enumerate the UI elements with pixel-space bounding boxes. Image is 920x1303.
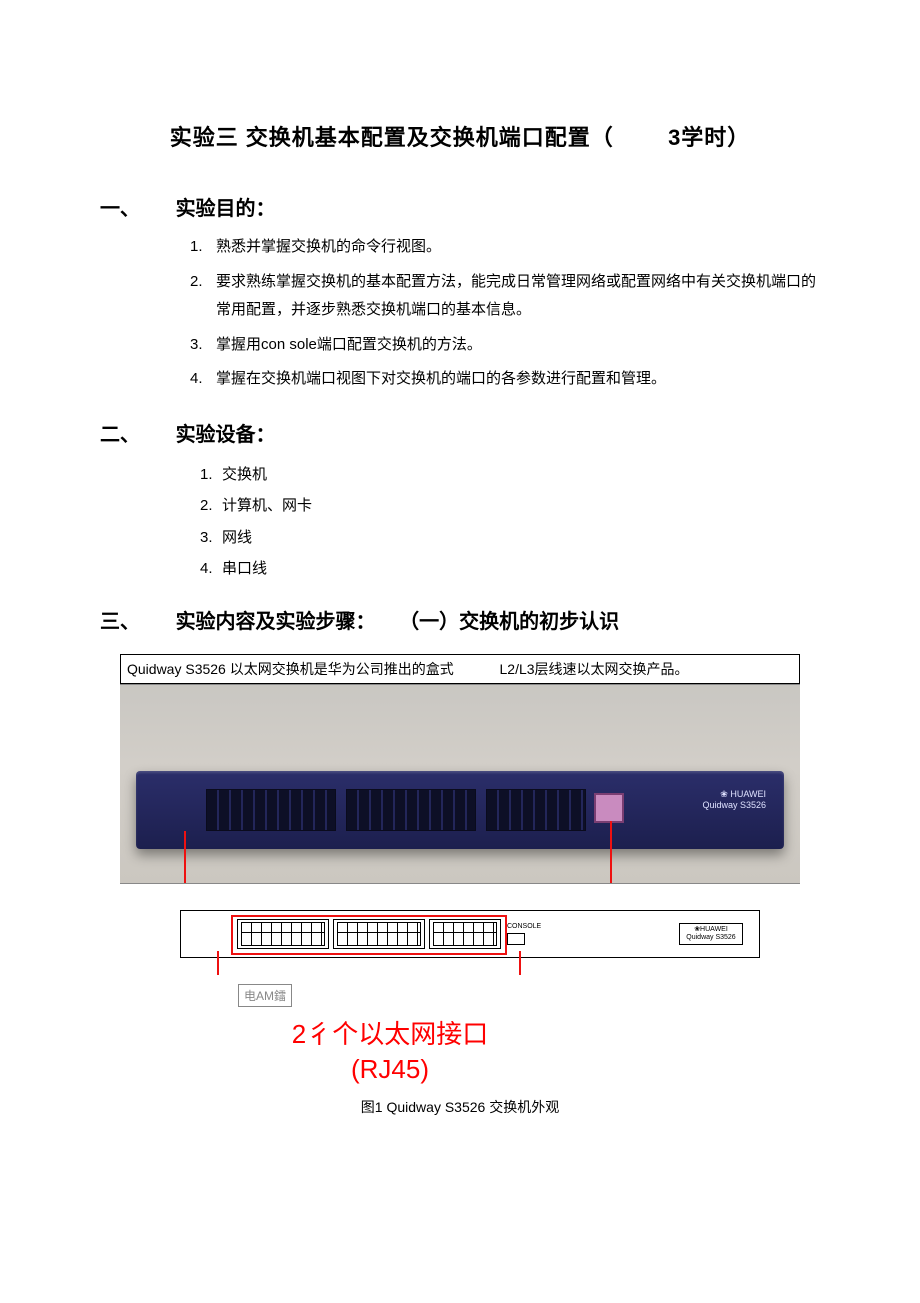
switch-diagram: CONSOLE ❀HUAWEI Quidway S3526 [120,904,800,968]
section-3-heading: 三、 实验内容及实验步骤： （一）交换机的初步认识 [100,605,820,634]
title-part-a: 实验三 交换机基本配置及交换机端口配置（ [170,125,614,150]
switch-body: ❀ HUAWEI Quidway S3526 [136,771,784,849]
equip-text: 计算机、网卡 [222,497,312,514]
list-item: 2.要求熟练掌握交换机的基本配置方法，能完成日常管理网络或配置网络中有关交换机端… [190,268,820,325]
equip-text: 串口线 [222,560,267,577]
callout-line [184,831,186,884]
list-item: 4.串口线 [200,553,820,585]
section-1-heading: 一、 实验目的： [100,192,820,221]
figure-top-caption: Quidway S3526 以太网交换机是华为公司推出的盒式 L2/L3层线速以… [120,654,800,684]
highlight-box [231,915,507,955]
goals-list: 1.熟悉并掌握交换机的命令行视图。 2.要求熟练掌握交换机的基本配置方法，能完成… [100,233,820,394]
equipment-list: 1.交换机 2.计算机、网卡 3.网线 4.串口线 [100,459,820,585]
section-3-num: 三、 [100,605,170,634]
section-2-num: 二、 [100,418,170,447]
diagram-logo-l2: Quidway S3526 [680,934,742,942]
equip-text: 网线 [222,529,252,546]
diagram-logo-l1: ❀HUAWEI [680,926,742,934]
section-3-sub: （一）交换机的初步认识 [399,605,619,634]
brand-label: ❀ HUAWEI Quidway S3526 [702,789,766,812]
goal-text: 要求熟练掌握交换机的基本配置方法，能完成日常管理网络或配置网络中有关交换机端口的… [216,273,816,319]
diagram-chassis: CONSOLE ❀HUAWEI Quidway S3526 [180,910,760,958]
small-boxed-label: 电AM鐳 [238,984,292,1007]
port-cluster [486,789,586,831]
brand-line-1: ❀ HUAWEI [702,789,766,801]
goal-text: 掌握用con sole端口配置交换机的方法。 [216,336,482,353]
figure-top-text-b: L2/L3层线速以太网交换产品。 [500,661,689,677]
list-item: 1.交换机 [200,459,820,491]
document-title: 实验三 交换机基本配置及交换机端口配置（ 3学时） [100,120,820,152]
equip-text: 交换机 [222,466,267,483]
figure-top-text-a: Quidway S3526 以太网交换机是华为公司推出的盒式 [127,661,454,677]
figure-callout-red: 2彳个以太网接口 (RJ45) [120,1017,800,1087]
goal-text: 掌握在交换机端口视图下对交换机的端口的各参数进行配置和管理。 [216,370,666,387]
callout-line [519,951,521,975]
list-item: 3.网线 [200,522,820,554]
brand-line-2: Quidway S3526 [702,800,766,812]
diagram-console-port [507,933,525,945]
list-item: 1.熟悉并掌握交换机的命令行视图。 [190,233,820,262]
list-item: 4.掌握在交换机端口视图下对交换机的端口的各参数进行配置和管理。 [190,365,820,394]
list-item: 3.掌握用con sole端口配置交换机的方法。 [190,331,820,360]
console-label: CONSOLE [507,923,541,930]
list-item: 2.计算机、网卡 [200,490,820,522]
figure-caption: 图1 Quidway S3526 交换机外观 [120,1097,800,1117]
section-1-label: 实验目的： [176,198,276,220]
figure-container: Quidway S3526 以太网交换机是华为公司推出的盒式 L2/L3层线速以… [120,654,800,1117]
port-cluster [346,789,476,831]
port-cluster [206,789,336,831]
callout-line [610,821,612,884]
section-3-label: 实验内容及实验步骤： [176,611,376,633]
section-1-num: 一、 [100,192,170,221]
diagram-logo: ❀HUAWEI Quidway S3526 [679,923,743,945]
section-2-heading: 二、 实验设备： [100,418,820,447]
section-2-label: 实验设备： [176,424,276,446]
callout-line-2: (RJ45) [120,1052,660,1087]
callout-line-1: 2彳个以太网接口 [120,1017,660,1052]
goal-text: 熟悉并掌握交换机的命令行视图。 [216,238,441,255]
console-port [594,793,624,823]
title-part-b: 3学时） [668,125,750,150]
callout-line [217,951,219,975]
switch-photo: ❀ HUAWEI Quidway S3526 [120,684,800,884]
